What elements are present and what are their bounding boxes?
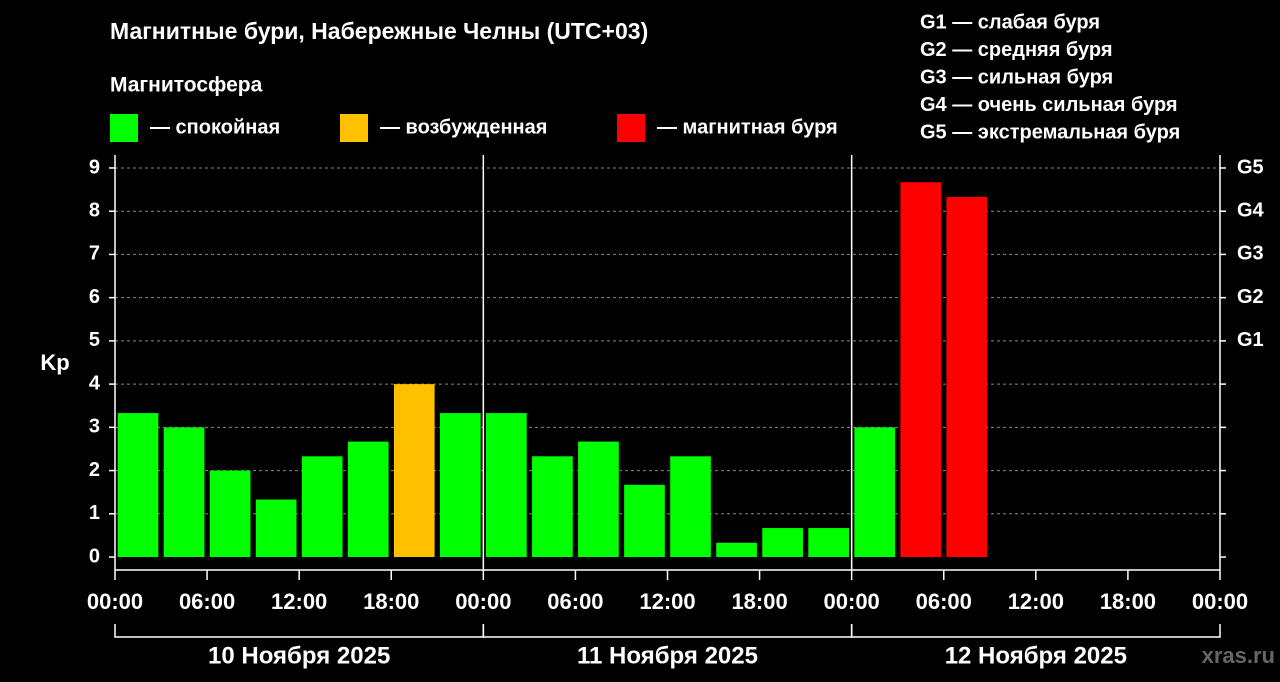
y-tick-label: 1 bbox=[89, 502, 100, 524]
y-tick-label: 0 bbox=[89, 545, 100, 567]
day-bracket bbox=[850, 624, 1221, 638]
x-tick-label: 18:00 bbox=[731, 589, 787, 614]
bar bbox=[439, 413, 481, 558]
storm-scale-item: G1 — слабая буря bbox=[920, 11, 1100, 33]
bar bbox=[209, 470, 251, 558]
bar bbox=[854, 427, 896, 558]
y2-tick-label: G2 bbox=[1237, 286, 1264, 308]
y-tick-label: 5 bbox=[89, 329, 100, 351]
x-tick-label: 00:00 bbox=[455, 589, 511, 614]
y-tick-label: 4 bbox=[89, 372, 101, 394]
bar bbox=[946, 196, 988, 558]
x-tick-label: 06:00 bbox=[547, 589, 603, 614]
bar bbox=[486, 413, 527, 558]
legend-swatch bbox=[617, 114, 645, 142]
x-tick-label: 00:00 bbox=[87, 589, 143, 614]
y-tick-label: 7 bbox=[89, 243, 100, 265]
y2-tick-label: G4 bbox=[1237, 199, 1265, 221]
legend-swatch bbox=[110, 114, 138, 142]
x-tick-label: 06:00 bbox=[916, 589, 972, 614]
watermark: xras.ru bbox=[1202, 643, 1275, 668]
day-label: 10 Ноября 2025 bbox=[208, 642, 390, 669]
y-tick-label: 3 bbox=[89, 416, 100, 438]
bar bbox=[301, 456, 343, 558]
bar bbox=[255, 499, 297, 558]
bar bbox=[578, 441, 619, 558]
x-tick-label: 12:00 bbox=[1008, 589, 1064, 614]
day-label: 11 Ноября 2025 bbox=[577, 642, 758, 669]
x-tick-label: 00:00 bbox=[1192, 589, 1248, 614]
y-axis-label: Kp bbox=[40, 350, 69, 375]
bar bbox=[624, 484, 665, 558]
bar bbox=[393, 384, 435, 558]
bar bbox=[900, 182, 942, 558]
storm-scale-item: G3 — сильная буря bbox=[920, 66, 1113, 88]
y-tick-label: 8 bbox=[89, 199, 100, 221]
bar bbox=[762, 528, 803, 558]
bar bbox=[347, 441, 389, 558]
x-tick-label: 06:00 bbox=[179, 589, 235, 614]
day-label: 12 Ноября 2025 bbox=[945, 642, 1127, 669]
legend-swatch bbox=[340, 114, 368, 142]
bar bbox=[808, 528, 849, 558]
x-tick-label: 00:00 bbox=[824, 589, 880, 614]
y-tick-label: 6 bbox=[89, 286, 100, 308]
bar bbox=[163, 427, 205, 558]
y-tick-label: 2 bbox=[89, 459, 100, 481]
y2-tick-label: G1 bbox=[1237, 329, 1264, 351]
x-tick-label: 18:00 bbox=[1100, 589, 1156, 614]
legend-label: — магнитная буря bbox=[657, 116, 838, 138]
x-tick-label: 12:00 bbox=[271, 589, 327, 614]
chart-subtitle: Магнитосфера bbox=[110, 74, 263, 97]
legend-label: — возбужденная bbox=[380, 116, 547, 138]
chart-title: Магнитные бури, Набережные Челны (UTC+03… bbox=[110, 18, 648, 44]
legend-label: — спокойная bbox=[150, 116, 280, 138]
storm-scale-item: G2 — средняя буря bbox=[920, 39, 1113, 61]
bar bbox=[117, 413, 159, 558]
y2-tick-label: G3 bbox=[1237, 243, 1264, 265]
day-bracket bbox=[114, 624, 485, 638]
bar bbox=[670, 456, 711, 558]
x-tick-label: 12:00 bbox=[639, 589, 695, 614]
storm-scale-item: G4 — очень сильная буря bbox=[920, 94, 1178, 116]
day-bracket bbox=[482, 624, 853, 638]
bar bbox=[716, 542, 757, 558]
x-tick-label: 18:00 bbox=[363, 589, 419, 614]
y-tick-label: 9 bbox=[89, 156, 100, 178]
bar bbox=[532, 456, 573, 558]
y2-tick-label: G5 bbox=[1237, 156, 1264, 178]
storm-scale-item: G5 — экстремальная буря bbox=[920, 121, 1180, 143]
